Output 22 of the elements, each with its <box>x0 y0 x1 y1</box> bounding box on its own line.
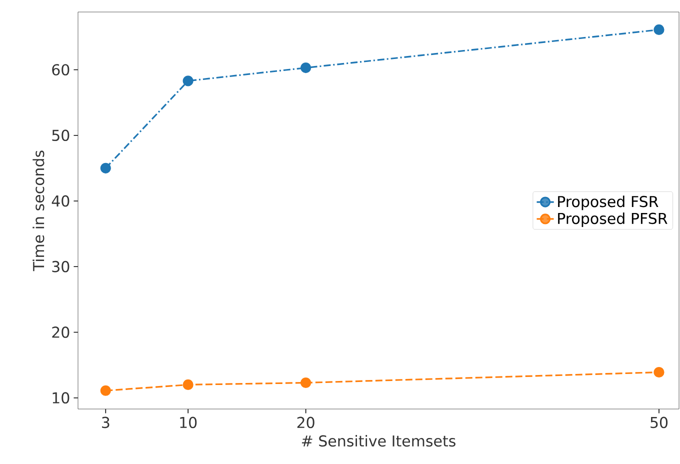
y-tick-label: 10 <box>52 392 70 404</box>
legend-label: Proposed PFSR <box>558 212 668 228</box>
point <box>654 24 664 36</box>
point <box>100 385 111 396</box>
x-tick-label: 10 <box>180 416 197 428</box>
point <box>300 377 312 388</box>
point <box>100 162 111 174</box>
x-tick-label: 20 <box>297 416 314 428</box>
point <box>182 379 194 390</box>
point <box>300 62 312 74</box>
y-tick-label: 50 <box>52 130 70 142</box>
point <box>654 366 664 378</box>
x-tick-label: 50 <box>650 416 668 428</box>
y-tick-label: 40 <box>52 195 70 207</box>
x-tick-label: 3 <box>102 416 110 428</box>
point <box>182 76 194 86</box>
x-axis-title: # Sensitive Itemsets <box>302 435 456 447</box>
y-tick-label: 20 <box>52 326 70 338</box>
y-tick-label: 60 <box>52 64 70 76</box>
y-tick-label: 30 <box>52 260 70 272</box>
y-axis-title: Time in seconds <box>32 150 44 272</box>
legend-label: Proposed FSR <box>558 196 658 210</box>
